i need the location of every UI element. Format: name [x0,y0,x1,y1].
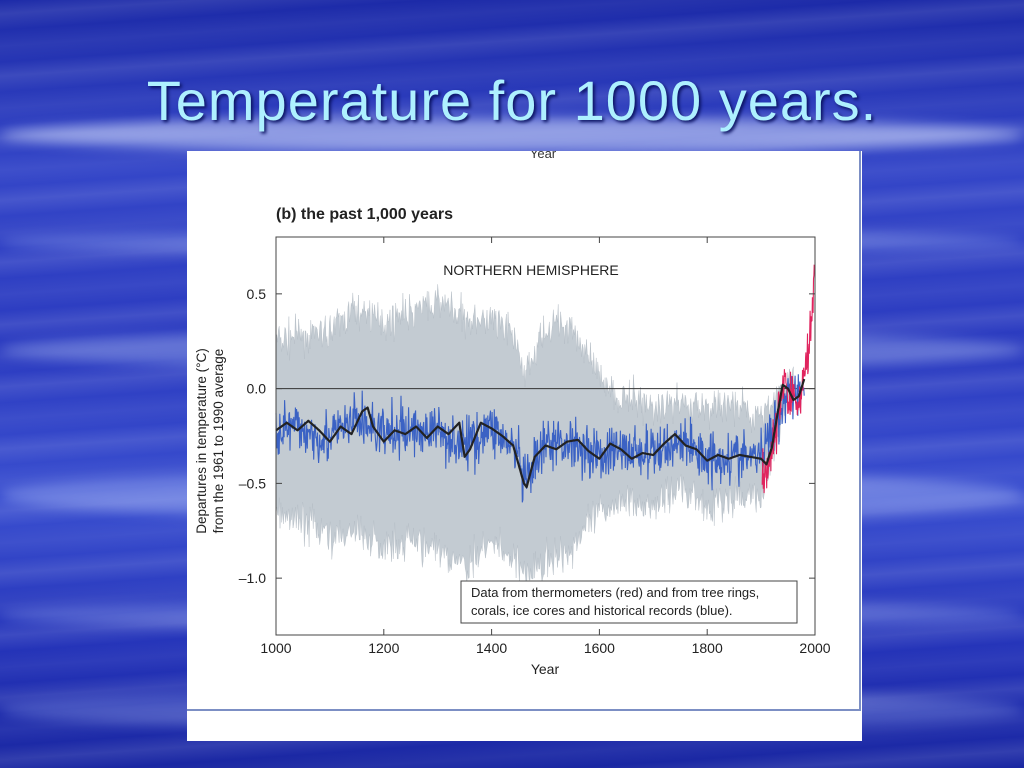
chart-figure: Year (b) the past 1,000 years NORTHERN H… [187,151,862,741]
legend-text-line2: corals, ice cores and historical records… [471,603,733,618]
y-tick-label-3: –1.0 [239,570,266,586]
uncertainty-band [275,284,794,587]
region-label: NORTHERN HEMISPHERE [443,262,619,278]
slide-title: Temperature for 1000 years. [146,69,878,132]
y-axis-label-line1: Departures in temperature (°C) [194,348,209,533]
x-axis-label: Year [531,661,560,677]
x-tick-label-1200: 1200 [368,640,399,656]
plot-area [275,264,815,587]
legend-box: Data from thermometers (red) and from tr… [460,580,798,624]
proxy-series-line [275,374,805,503]
legend-text-line1: Data from thermometers (red) and from tr… [471,585,759,600]
legend-frame [460,580,798,624]
plot-frame [275,236,816,636]
x-tick-label-1000: 1000 [260,640,291,656]
y-axis-label-line2: from the 1961 to 1990 average [211,349,226,534]
y-tick-label-0: 0.5 [247,286,267,302]
y-tick-label-1: 0.0 [247,381,267,397]
x-tick-label-1600: 1600 [584,640,615,656]
instrumental-series-line [761,264,815,494]
smoothed-series-line [275,378,806,489]
cropped-year-label: Year [530,151,557,161]
panel-label: (b) the past 1,000 years [276,206,453,223]
frame-border-right [859,151,861,711]
temperature-chart: Year (b) the past 1,000 years NORTHERN H… [194,151,831,677]
y-tick-label-2: –0.5 [239,475,266,491]
axes: 1000 1200 1400 1600 1800 2000 0.5 0.0 –0.5 –1.0 [239,236,831,656]
frame-border-bottom [187,709,861,711]
x-tick-label-1400: 1400 [476,640,507,656]
x-tick-label-2000: 2000 [799,640,830,656]
x-tick-label-1800: 1800 [692,640,723,656]
